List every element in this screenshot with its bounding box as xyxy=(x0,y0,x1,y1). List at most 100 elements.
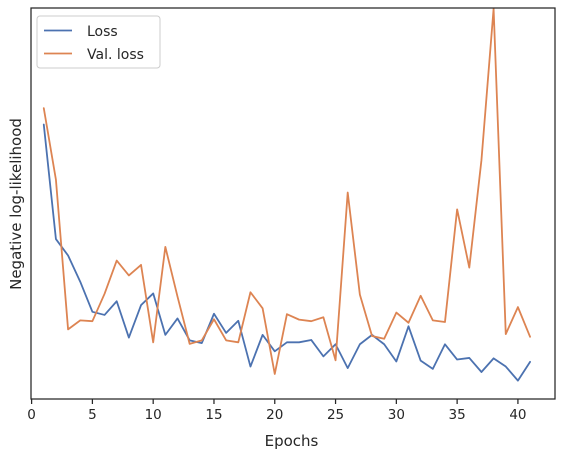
data-point-loss xyxy=(213,313,215,315)
data-point-loss xyxy=(310,339,312,341)
data-point-loss xyxy=(480,371,482,373)
data-point-loss xyxy=(468,357,470,359)
data-point-loss xyxy=(140,304,142,306)
data-point-val-loss xyxy=(225,339,227,341)
y-axis-label: Negative log-likelihood xyxy=(7,118,25,290)
series-line-loss xyxy=(42,123,531,382)
axes-layer: 0 5 10 15 20 25 30 35 40 xyxy=(27,7,556,423)
data-point-loss xyxy=(152,292,154,294)
data-point-loss xyxy=(322,355,324,357)
data-point-val-loss xyxy=(201,339,203,341)
data-point-val-loss xyxy=(310,320,312,322)
data-point-loss xyxy=(456,358,458,360)
data-point-val-loss xyxy=(164,246,166,248)
series-layer xyxy=(42,7,531,382)
data-point-val-loss xyxy=(176,295,178,297)
data-point-loss xyxy=(91,311,93,313)
legend: Loss Val. loss xyxy=(36,15,161,69)
x-tick-label: 20 xyxy=(266,407,283,423)
data-point-val-loss xyxy=(359,293,361,295)
data-point-val-loss xyxy=(274,373,276,375)
legend-label-val-loss: Val. loss xyxy=(87,47,144,63)
data-point-val-loss xyxy=(188,343,190,345)
data-point-val-loss xyxy=(529,336,531,338)
data-point-loss xyxy=(261,334,263,336)
data-point-loss xyxy=(444,343,446,345)
data-point-val-loss xyxy=(298,318,300,320)
data-point-loss xyxy=(225,332,227,334)
data-point-val-loss xyxy=(322,316,324,318)
data-point-val-loss xyxy=(128,274,130,276)
data-point-val-loss xyxy=(371,335,373,337)
data-point-val-loss xyxy=(43,107,45,109)
data-point-val-loss xyxy=(261,307,263,309)
data-point-loss xyxy=(237,320,239,322)
x-tick-label: 30 xyxy=(388,407,405,423)
data-point-loss xyxy=(383,343,385,345)
data-point-val-loss xyxy=(79,319,81,321)
x-tick-label: 10 xyxy=(145,407,162,423)
data-point-loss xyxy=(164,334,166,336)
data-point-loss xyxy=(359,343,361,345)
legend-label-loss: Loss xyxy=(87,24,118,40)
data-point-val-loss xyxy=(152,341,154,343)
plot-frame xyxy=(30,7,556,400)
legend-box xyxy=(36,15,161,69)
x-tick-label: 25 xyxy=(327,407,344,423)
data-point-val-loss xyxy=(103,293,105,295)
data-point-val-loss xyxy=(91,320,93,322)
data-point-val-loss xyxy=(517,306,519,308)
data-point-loss xyxy=(116,300,118,302)
data-point-val-loss xyxy=(480,159,482,161)
x-tick-label: 15 xyxy=(205,407,222,423)
data-point-loss xyxy=(432,368,434,370)
x-axis-label: Epochs xyxy=(265,432,319,450)
data-point-loss xyxy=(274,350,276,352)
data-point-loss xyxy=(249,365,251,367)
data-point-loss xyxy=(79,281,81,283)
data-point-loss xyxy=(103,314,105,316)
data-point-val-loss xyxy=(55,178,57,180)
data-point-val-loss xyxy=(505,333,507,335)
data-point-loss xyxy=(298,341,300,343)
x-tick-label: 40 xyxy=(509,407,526,423)
data-point-val-loss xyxy=(237,341,239,343)
series-line-val-loss xyxy=(42,7,531,375)
data-point-loss xyxy=(517,379,519,381)
data-point-val-loss xyxy=(347,191,349,193)
data-point-loss xyxy=(128,336,130,338)
data-point-loss xyxy=(492,357,494,359)
data-point-val-loss xyxy=(407,322,409,324)
data-point-val-loss xyxy=(419,295,421,297)
x-tick-label: 5 xyxy=(88,407,97,423)
data-point-loss xyxy=(529,361,531,363)
data-point-val-loss xyxy=(140,264,142,266)
data-point-loss xyxy=(395,360,397,362)
data-point-val-loss xyxy=(383,338,385,340)
data-point-loss xyxy=(419,359,421,361)
data-point-loss xyxy=(43,123,45,125)
x-tick-label: 0 xyxy=(27,407,36,423)
data-point-val-loss xyxy=(67,328,69,330)
data-point-loss xyxy=(55,238,57,240)
data-point-loss xyxy=(286,341,288,343)
data-point-loss xyxy=(201,342,203,344)
data-point-val-loss xyxy=(116,259,118,261)
data-point-val-loss xyxy=(456,208,458,210)
data-point-val-loss xyxy=(432,319,434,321)
data-point-loss xyxy=(176,317,178,319)
data-point-loss xyxy=(407,325,409,327)
data-point-val-loss xyxy=(468,266,470,268)
data-point-val-loss xyxy=(395,311,397,313)
data-point-val-loss xyxy=(249,291,251,293)
data-point-val-loss xyxy=(213,318,215,320)
data-point-val-loss xyxy=(444,321,446,323)
data-point-val-loss xyxy=(286,313,288,315)
data-point-loss xyxy=(505,365,507,367)
x-tick-label: 35 xyxy=(449,407,466,423)
data-point-val-loss xyxy=(334,359,336,361)
data-point-loss xyxy=(67,254,69,256)
